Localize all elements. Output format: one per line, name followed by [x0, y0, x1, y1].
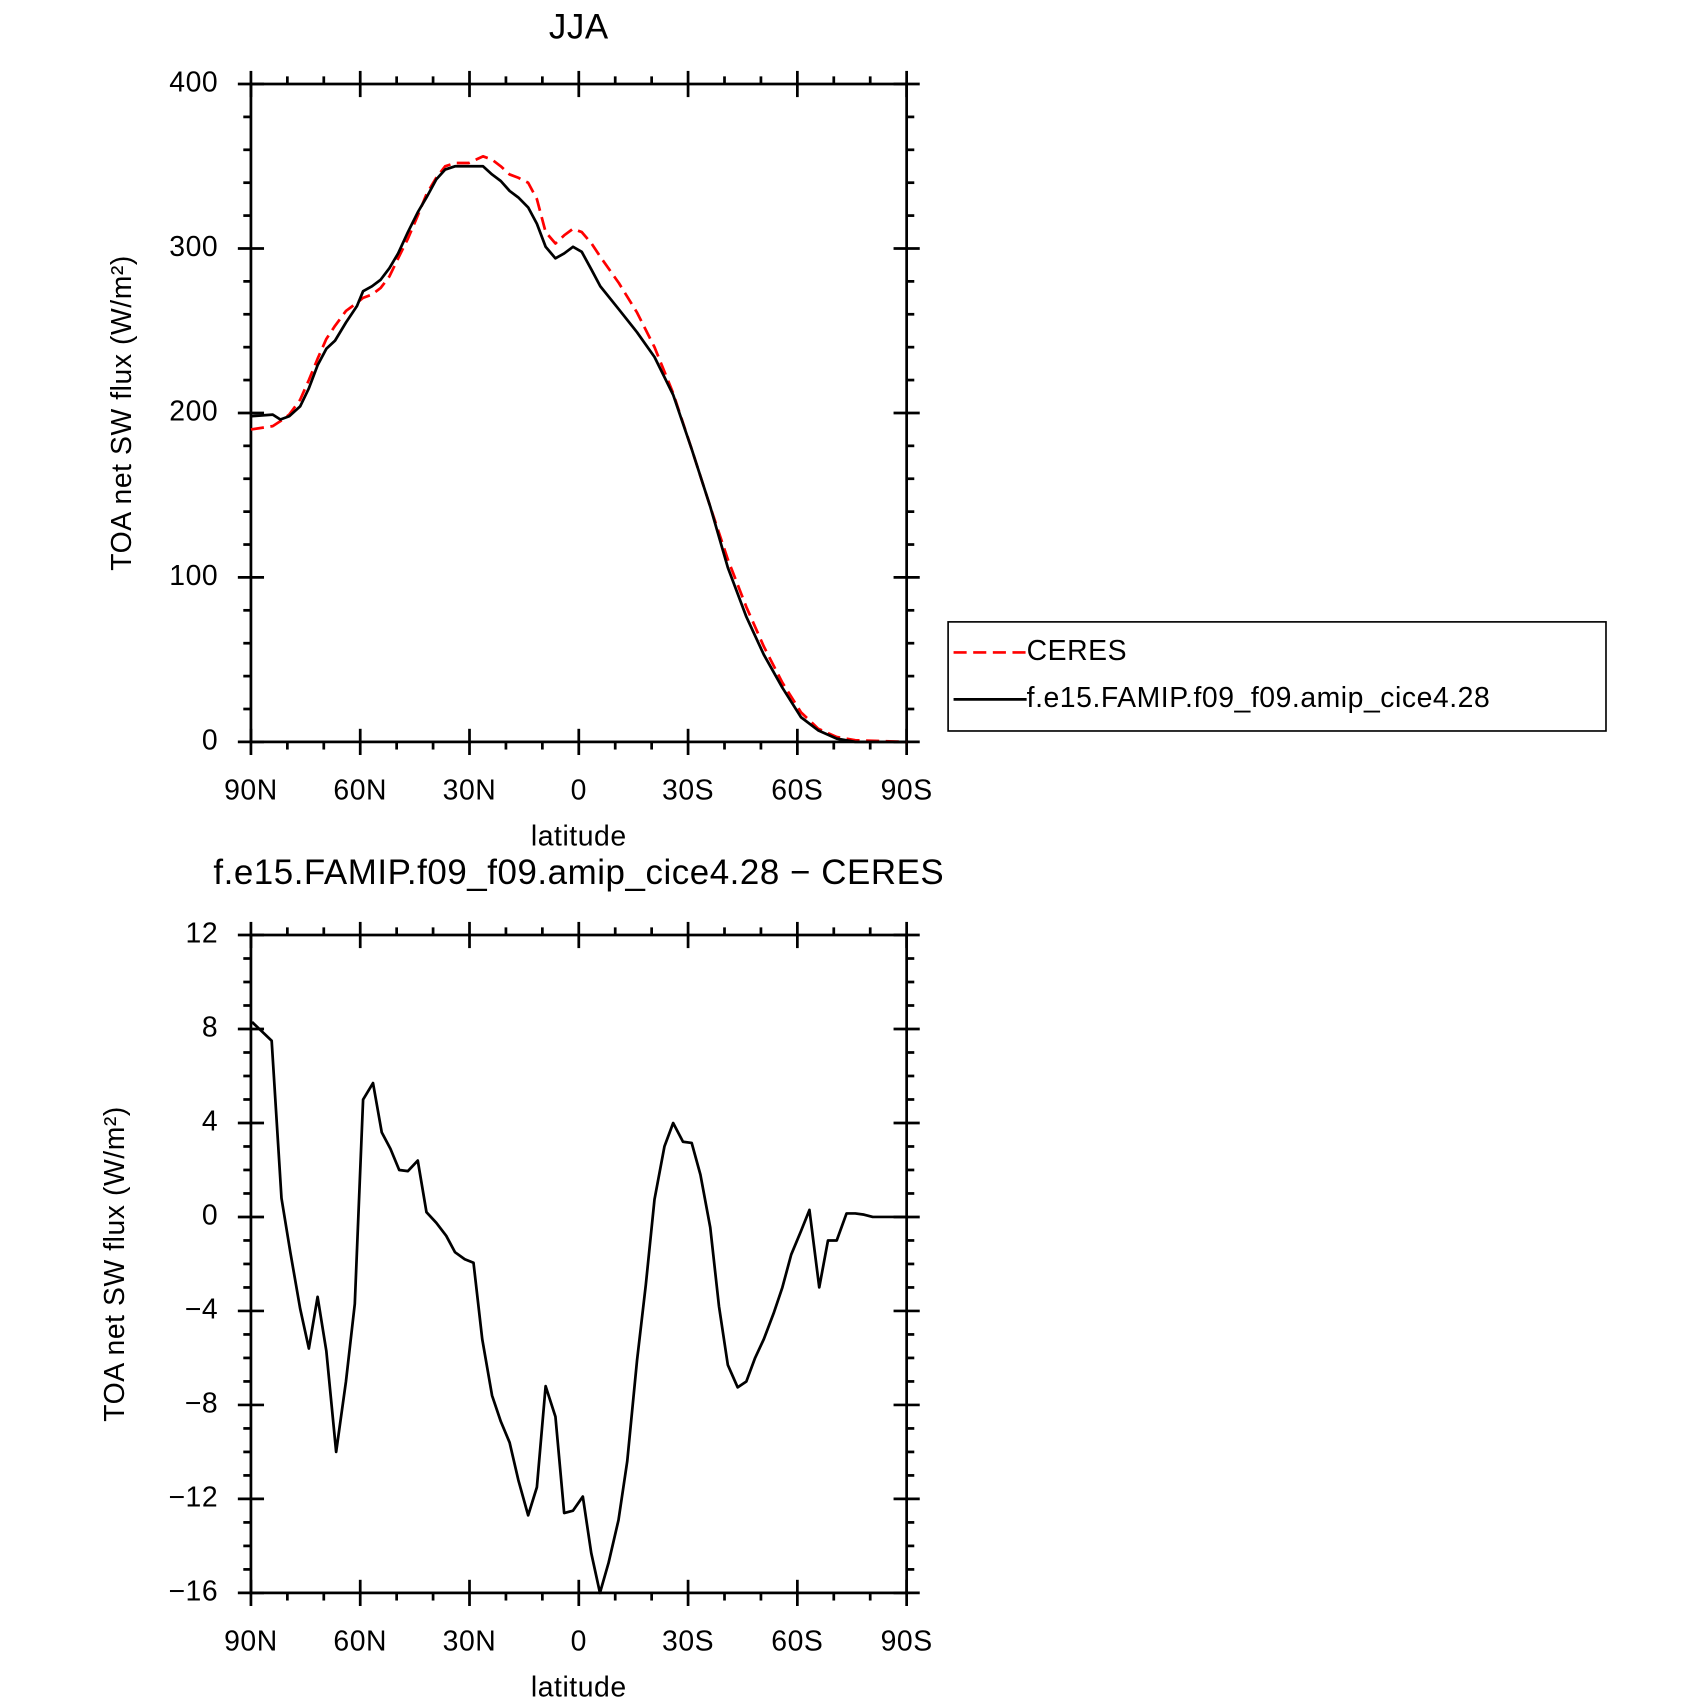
legend-label: CERES	[1027, 635, 1127, 667]
x-tick-label: 60N	[333, 775, 387, 807]
y-tick-label: 0	[202, 1199, 218, 1231]
y-tick-label: −4	[185, 1293, 218, 1325]
series-line	[250, 154, 907, 744]
plot-frame	[249, 933, 909, 1595]
legend: CERES f.e15.FAMIP.f09_f09.amip_cice4.28	[947, 621, 1607, 732]
chart-title: JJA	[549, 8, 609, 47]
x-tick-label: 60S	[771, 775, 823, 807]
y-tick-label: 8	[202, 1011, 218, 1043]
x-tick-label: 30S	[662, 775, 714, 807]
legend-label: f.e15.FAMIP.f09_f09.amip_cice4.28	[1027, 682, 1491, 714]
x-tick-label: 90N	[224, 1626, 278, 1658]
x-axis-label: latitude	[531, 820, 627, 852]
y-tick-label: 100	[169, 560, 218, 592]
x-tick-label: 60N	[333, 1626, 387, 1658]
x-tick-label: 30N	[443, 775, 497, 807]
y-axis-label: TOA net SW flux (W/m²)	[106, 255, 138, 571]
y-tick-label: 400	[169, 66, 218, 98]
x-tick-label: 90S	[881, 1626, 933, 1658]
y-tick-label: 4	[202, 1105, 218, 1137]
y-tick-label: 0	[202, 724, 218, 756]
y-axis-label: TOA net SW flux (W/m²)	[99, 1106, 131, 1422]
x-tick-label: 0	[571, 1626, 587, 1658]
y-tick-label: 300	[169, 231, 218, 263]
series-line	[250, 164, 907, 744]
series-line	[251, 1020, 907, 1595]
x-tick-label: 30S	[662, 1626, 714, 1658]
x-axis-label: latitude	[531, 1671, 627, 1702]
x-tick-label: 0	[571, 775, 587, 807]
legend-box	[947, 621, 1607, 732]
plot-frame	[249, 82, 909, 744]
x-tick-label: 60S	[771, 1626, 823, 1658]
y-tick-label: −8	[185, 1387, 218, 1419]
y-tick-label: −16	[168, 1575, 218, 1607]
y-tick-label: 200	[169, 395, 218, 427]
x-tick-label: 30N	[443, 1626, 497, 1658]
chart-title: f.e15.FAMIP.f09_f09.amip_cice4.28 − CERE…	[213, 853, 944, 892]
y-tick-label: 12	[186, 917, 219, 949]
x-tick-label: 90S	[881, 775, 933, 807]
x-tick-label: 90N	[224, 775, 278, 807]
y-tick-label: −12	[168, 1481, 218, 1513]
